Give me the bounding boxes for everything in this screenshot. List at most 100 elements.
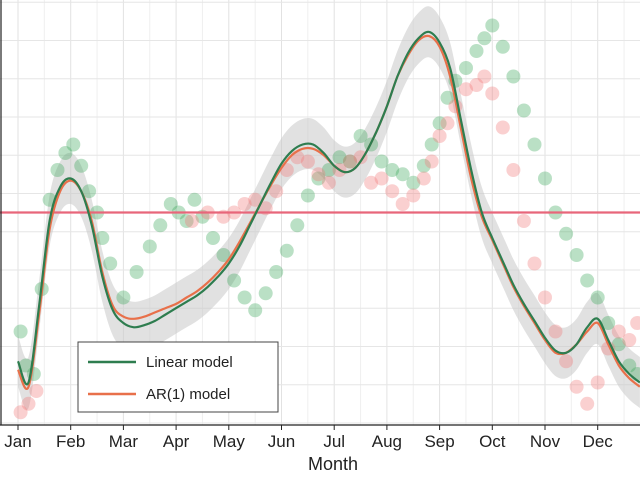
scatter-point-linear <box>440 90 455 105</box>
scatter-point-ar1 <box>611 324 626 339</box>
scatter-point-linear <box>332 150 347 165</box>
scatter-point-linear <box>569 248 584 262</box>
scatter-point-linear <box>95 231 110 245</box>
scatter-point-linear <box>142 239 157 254</box>
scatter-point-linear <box>269 265 284 279</box>
scatter-point-ar1 <box>485 86 500 101</box>
scatter-point-linear <box>406 175 421 190</box>
scatter-point-ar1 <box>477 69 492 84</box>
scatter-point-linear <box>506 69 521 84</box>
scatter-point-linear <box>611 337 626 352</box>
scatter-point-linear <box>248 303 263 318</box>
scatter-point-ar1 <box>279 163 294 177</box>
scatter-point-ar1 <box>495 120 510 135</box>
scatter-point-ar1 <box>374 171 389 186</box>
scatter-point-linear <box>50 163 65 177</box>
scatter-point-linear <box>527 137 542 152</box>
x-tick-label-dec: Dec <box>583 432 614 451</box>
scatter-point-linear <box>187 192 202 207</box>
x-tick-labels: Jan Feb Mar Apr May Jun Jul Aug Sep Oct Nov Dec <box>4 432 613 451</box>
scatter-point-ar1 <box>416 171 431 186</box>
scatter-point-ar1 <box>269 184 284 199</box>
scatter-point-linear <box>459 61 473 75</box>
scatter-point-linear <box>343 154 357 169</box>
scatter-point-ar1 <box>590 375 605 390</box>
scatter-point-linear <box>311 171 326 186</box>
scatter-point-linear <box>374 154 389 169</box>
scatter-point-linear <box>13 324 28 339</box>
axes <box>0 0 640 430</box>
scatter-point-ar1 <box>459 82 473 97</box>
scatter-point-linear <box>416 158 431 173</box>
scatter-point-linear <box>580 273 595 288</box>
scatter-point-linear <box>103 256 118 271</box>
scatter-point-linear <box>300 188 315 203</box>
scatter-point-linear <box>353 129 368 143</box>
legend-label-linear: Linear model <box>146 354 233 371</box>
series-line-linear <box>16 30 640 386</box>
scatter-point-linear <box>290 218 305 233</box>
scatter-point-ar1 <box>622 333 637 347</box>
scatter-point-ar1 <box>300 154 315 169</box>
scatter-point-linear <box>74 158 89 173</box>
scatter-point-linear <box>163 197 178 211</box>
scatter-point-linear <box>206 231 220 245</box>
scatter-point-linear <box>129 265 144 279</box>
scatter-point-linear <box>590 290 605 305</box>
x-axis-label: Month <box>308 454 358 474</box>
scatter-point-linear <box>18 358 33 373</box>
scatter-point-ar1 <box>406 188 421 203</box>
scatter-point-ar1 <box>469 78 484 92</box>
scatter-point-linear <box>432 116 447 131</box>
scatter-point-linear <box>279 243 294 258</box>
x-tick-label-oct: Oct <box>479 432 506 451</box>
scatter-point-ar1 <box>184 214 199 228</box>
scatter-point-ar1 <box>343 154 357 169</box>
x-tick-label-jun: Jun <box>268 432 295 451</box>
scatter-point-ar1 <box>424 154 439 169</box>
legend-box <box>77 341 279 413</box>
scatter-point-ar1 <box>432 129 447 143</box>
scatter-point-linear <box>469 44 484 58</box>
scatter-point-ar1 <box>395 197 410 211</box>
scatter-point-ar1 <box>559 354 574 369</box>
scatter-point-ar1 <box>569 379 584 394</box>
scatter-point-linear <box>477 31 492 46</box>
scatter-point-ar1 <box>506 163 521 177</box>
scatter-point-linear <box>237 290 252 305</box>
scatter-point-linear <box>395 167 410 182</box>
x-tick-label-apr: Apr <box>163 432 190 451</box>
scatter-point-ar1 <box>13 405 28 420</box>
scatter-point-linear <box>321 163 336 177</box>
scatter-point-linear <box>424 137 439 152</box>
scatter-point-linear <box>179 214 194 228</box>
scatter-point-ar1 <box>538 290 552 305</box>
scatter-point-linear <box>601 316 616 330</box>
scatter-point-ar1 <box>385 184 400 199</box>
scatter-point-linear <box>116 290 131 305</box>
scatter-point-linear <box>216 248 231 262</box>
scatter-point-linear <box>82 184 97 199</box>
series-lines <box>16 30 640 390</box>
scatter-point-ar1 <box>548 324 563 339</box>
scatter-point-linear <box>66 137 81 152</box>
scatter-point-ar1 <box>237 197 252 211</box>
scatter-point-ar1 <box>630 316 640 330</box>
x-tick-label-mar: Mar <box>109 432 139 451</box>
x-tick-label-jul: Jul <box>323 432 345 451</box>
scatter-point-ar1 <box>321 175 336 190</box>
scatter-point-linear <box>58 146 73 160</box>
x-tick-label-may: May <box>213 432 246 451</box>
scatter-point-linear <box>227 273 242 288</box>
scatter-point-ar1 <box>311 167 326 182</box>
x-tick-label-feb: Feb <box>56 432 85 451</box>
scatter-point-linear <box>485 18 500 33</box>
x-tick-label-aug: Aug <box>372 432 402 451</box>
scatter-point-linear <box>385 163 400 177</box>
scatter-point-ar1 <box>440 116 455 131</box>
scatter-point-linear <box>153 218 168 233</box>
scatter-point-ar1 <box>248 192 263 207</box>
x-tick-label-sep: Sep <box>424 432 454 451</box>
scatter-point-linear <box>559 226 574 241</box>
